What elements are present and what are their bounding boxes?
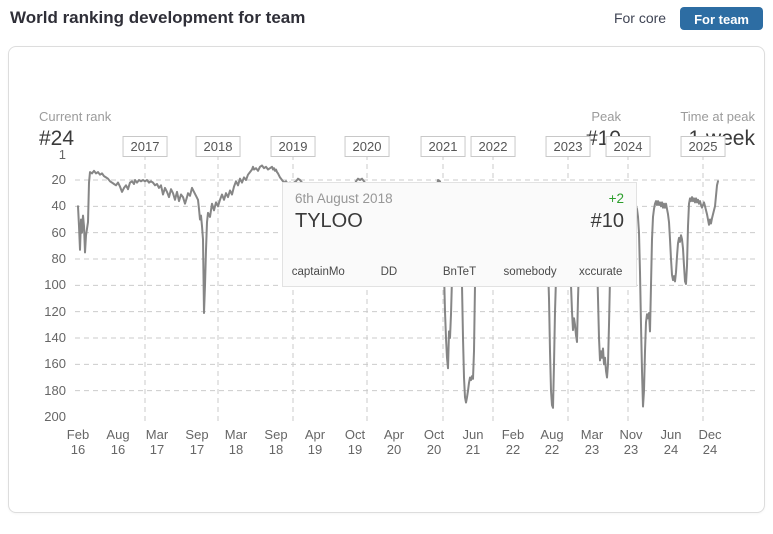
y-axis-tick-100: 100 xyxy=(44,277,66,293)
year-label-2020: 2020 xyxy=(344,136,390,157)
x-axis-tick-Aug-16: Aug 16 xyxy=(106,427,130,457)
page-title: World ranking development for team xyxy=(10,8,306,27)
x-axis-tick-Dec-24: Dec 24 xyxy=(698,427,722,457)
y-axis-tick-160: 160 xyxy=(44,356,66,372)
year-label-2023: 2023 xyxy=(545,136,591,157)
x-axis-tick-Jun-21: Jun 21 xyxy=(462,427,484,457)
y-axis-tick-60: 60 xyxy=(51,224,66,240)
x-axis-tick-Mar-17: Mar 17 xyxy=(145,427,169,457)
x-axis-tick-Aug-22: Aug 22 xyxy=(540,427,564,457)
tooltip-team-name: TYLOO xyxy=(295,210,363,232)
current-rank-label: Current rank xyxy=(39,109,112,124)
x-axis-tick-Nov-23: Nov 23 xyxy=(619,427,643,457)
year-label-2017: 2017 xyxy=(122,136,168,157)
for-team-toggle[interactable]: For team xyxy=(680,6,763,30)
tooltip-rank-change: +2 xyxy=(608,191,624,206)
x-axis-tick-Apr-20: Apr 20 xyxy=(383,427,405,457)
y-axis-tick-1: 1 xyxy=(58,147,66,162)
player-name: xccurate xyxy=(578,266,623,278)
year-label-2025: 2025 xyxy=(680,136,726,157)
player-name: captainMo xyxy=(291,266,345,278)
y-axis-tick-120: 120 xyxy=(44,303,66,319)
tooltip-date: 6th August 2018 xyxy=(295,191,393,206)
current-rank-value: #24 xyxy=(39,127,75,150)
view-toggle-group: For core For team xyxy=(612,6,763,30)
year-label-2021: 2021 xyxy=(420,136,466,157)
current-rank-stat: Current rank #24 xyxy=(39,109,111,151)
y-axis-tick-140: 140 xyxy=(44,330,66,345)
year-label-2019: 2019 xyxy=(270,136,316,157)
x-axis-tick-Mar-18: Mar 18 xyxy=(224,427,248,457)
year-label-2024: 2024 xyxy=(605,136,651,157)
y-axis-tick-20: 20 xyxy=(51,172,66,187)
peak-label: Peak xyxy=(591,109,621,124)
x-axis-tick-Sep-17: Sep 17 xyxy=(185,427,209,457)
x-axis-tick-Feb-22: Feb 22 xyxy=(501,427,525,457)
x-axis-tick-Apr-19: Apr 19 xyxy=(304,427,326,457)
x-axis-tick-Mar-23: Mar 23 xyxy=(580,427,604,457)
y-axis-tick-200: 200 xyxy=(44,409,66,424)
x-axis-tick-Feb-16: Feb 16 xyxy=(66,427,90,457)
x-axis-tick-Oct-20: Oct 20 xyxy=(423,427,445,457)
player-name: BnTeT xyxy=(442,266,477,278)
player-name: DD xyxy=(380,266,398,278)
y-axis-tick-180: 180 xyxy=(44,382,66,398)
x-axis-tick-Oct-19: Oct 19 xyxy=(344,427,366,457)
player-name: somebody xyxy=(503,266,557,278)
x-axis-tick-Sep-18: Sep 18 xyxy=(264,427,288,457)
year-label-2022: 2022 xyxy=(470,136,516,157)
chart-tooltip: 6th August 2018 +2 TYLOO #10 captainMo DD… xyxy=(282,182,637,287)
tooltip-rank: #10 xyxy=(590,210,624,232)
y-axis-tick-40: 40 xyxy=(51,198,66,214)
x-axis-tick-Jun-24: Jun 24 xyxy=(660,427,682,457)
y-axis-tick-80: 80 xyxy=(51,251,66,266)
for-core-toggle[interactable]: For core xyxy=(613,10,667,26)
tooltip-player-list: captainMo DD BnTeT somebody xccurate xyxy=(283,266,636,278)
time-at-peak-label: Time at peak xyxy=(680,109,755,124)
year-label-2018: 2018 xyxy=(195,136,241,157)
